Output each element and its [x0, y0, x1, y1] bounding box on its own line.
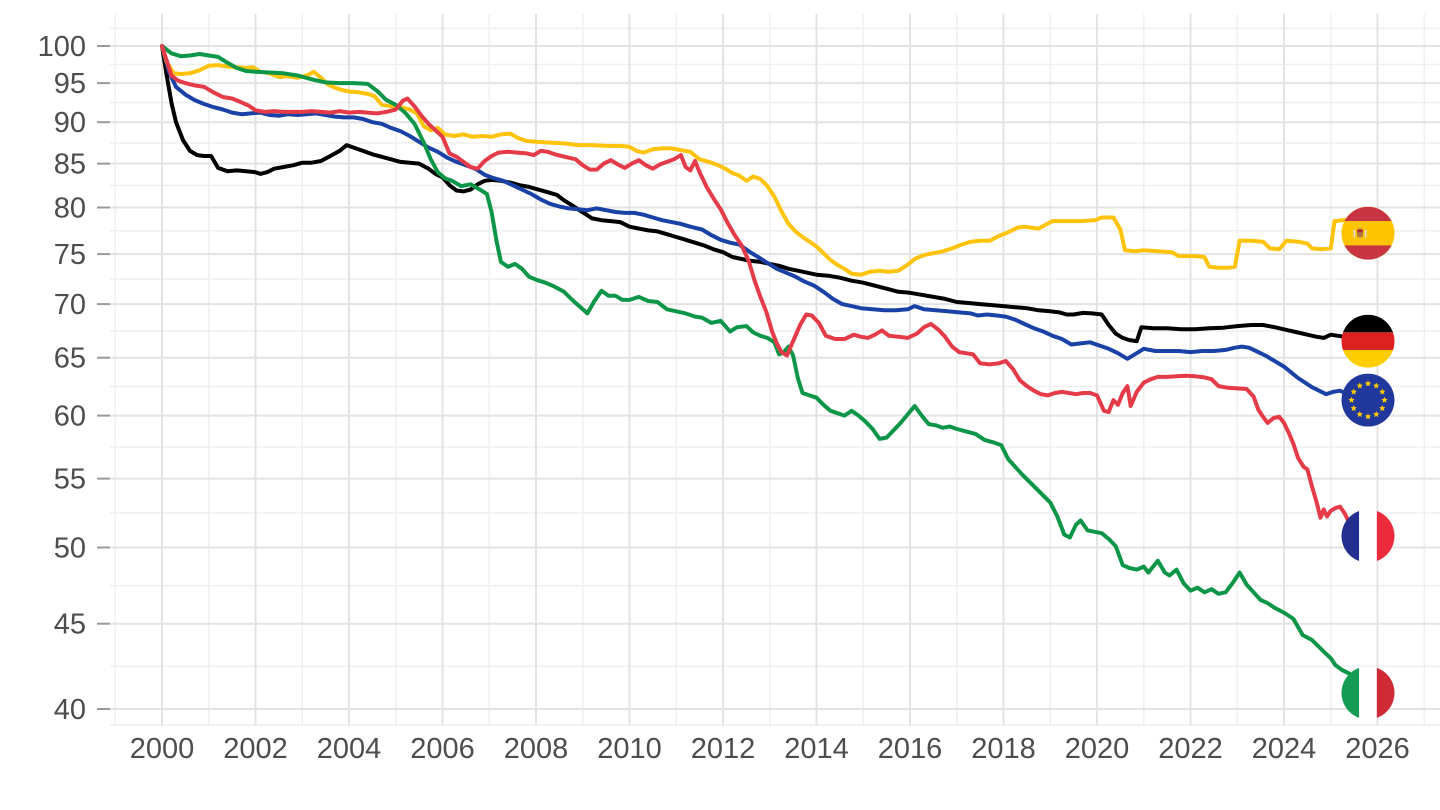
gridlines-minor: [110, 14, 1440, 726]
series-line-european-union: [160, 44, 1352, 399]
y-axis-label: 70: [54, 289, 86, 321]
y-axis-label: 40: [54, 694, 86, 726]
x-axis-label: 2000: [130, 733, 195, 765]
y-axis-label: 50: [54, 533, 86, 565]
italy-flag-icon: [1341, 666, 1395, 720]
series-line-france: [160, 44, 1352, 526]
x-axis-label: 2022: [1158, 733, 1223, 765]
germany-flag-icon: [1341, 314, 1395, 368]
y-axis-label: 65: [54, 343, 86, 375]
series-lines: [160, 44, 1352, 676]
france-flag-icon: [1341, 509, 1395, 563]
series-line-germany: [160, 44, 1352, 344]
x-axis-label: 2024: [1252, 733, 1317, 765]
y-axis-label: 45: [54, 609, 86, 641]
y-axis-label: 95: [54, 68, 86, 100]
x-axis-label: 2010: [597, 733, 662, 765]
flag-markers: [1341, 206, 1395, 720]
gridlines-major: [110, 14, 1440, 726]
series-line-spain: [160, 44, 1352, 277]
x-axis-label: 2008: [504, 733, 569, 765]
x-axis-label: 2004: [317, 733, 382, 765]
series-line-italy: [160, 44, 1352, 676]
eu-flag-icon: [1341, 373, 1395, 427]
x-axis-label: 2012: [691, 733, 756, 765]
x-axis-label: 2018: [971, 733, 1036, 765]
y-axis-label: 90: [54, 107, 86, 139]
x-axis-label: 2016: [878, 733, 943, 765]
x-axis-label: 2020: [1065, 733, 1130, 765]
spain-flag-icon: [1341, 206, 1395, 260]
y-axis-label: 80: [54, 193, 86, 225]
x-axis-labels: 2000 2002 2004 2006 2008 2010 2012 2014 2016 2018…: [130, 733, 1410, 765]
y-axis-labels: 100 95 90 85 80 75 70 65 60 55 50 45 40: [38, 31, 86, 726]
x-axis-label: 2026: [1345, 733, 1410, 765]
x-axis-label: 2006: [410, 733, 475, 765]
x-axis-label: 2002: [223, 733, 288, 765]
y-axis-label: 55: [54, 464, 86, 496]
y-axis-label: 85: [54, 149, 86, 181]
y-axis-label: 75: [54, 239, 86, 271]
y-axis-ticks: [97, 45, 110, 710]
y-axis-label: 100: [38, 31, 86, 63]
x-axis-label: 2014: [784, 733, 849, 765]
y-axis-label: 60: [54, 401, 86, 433]
